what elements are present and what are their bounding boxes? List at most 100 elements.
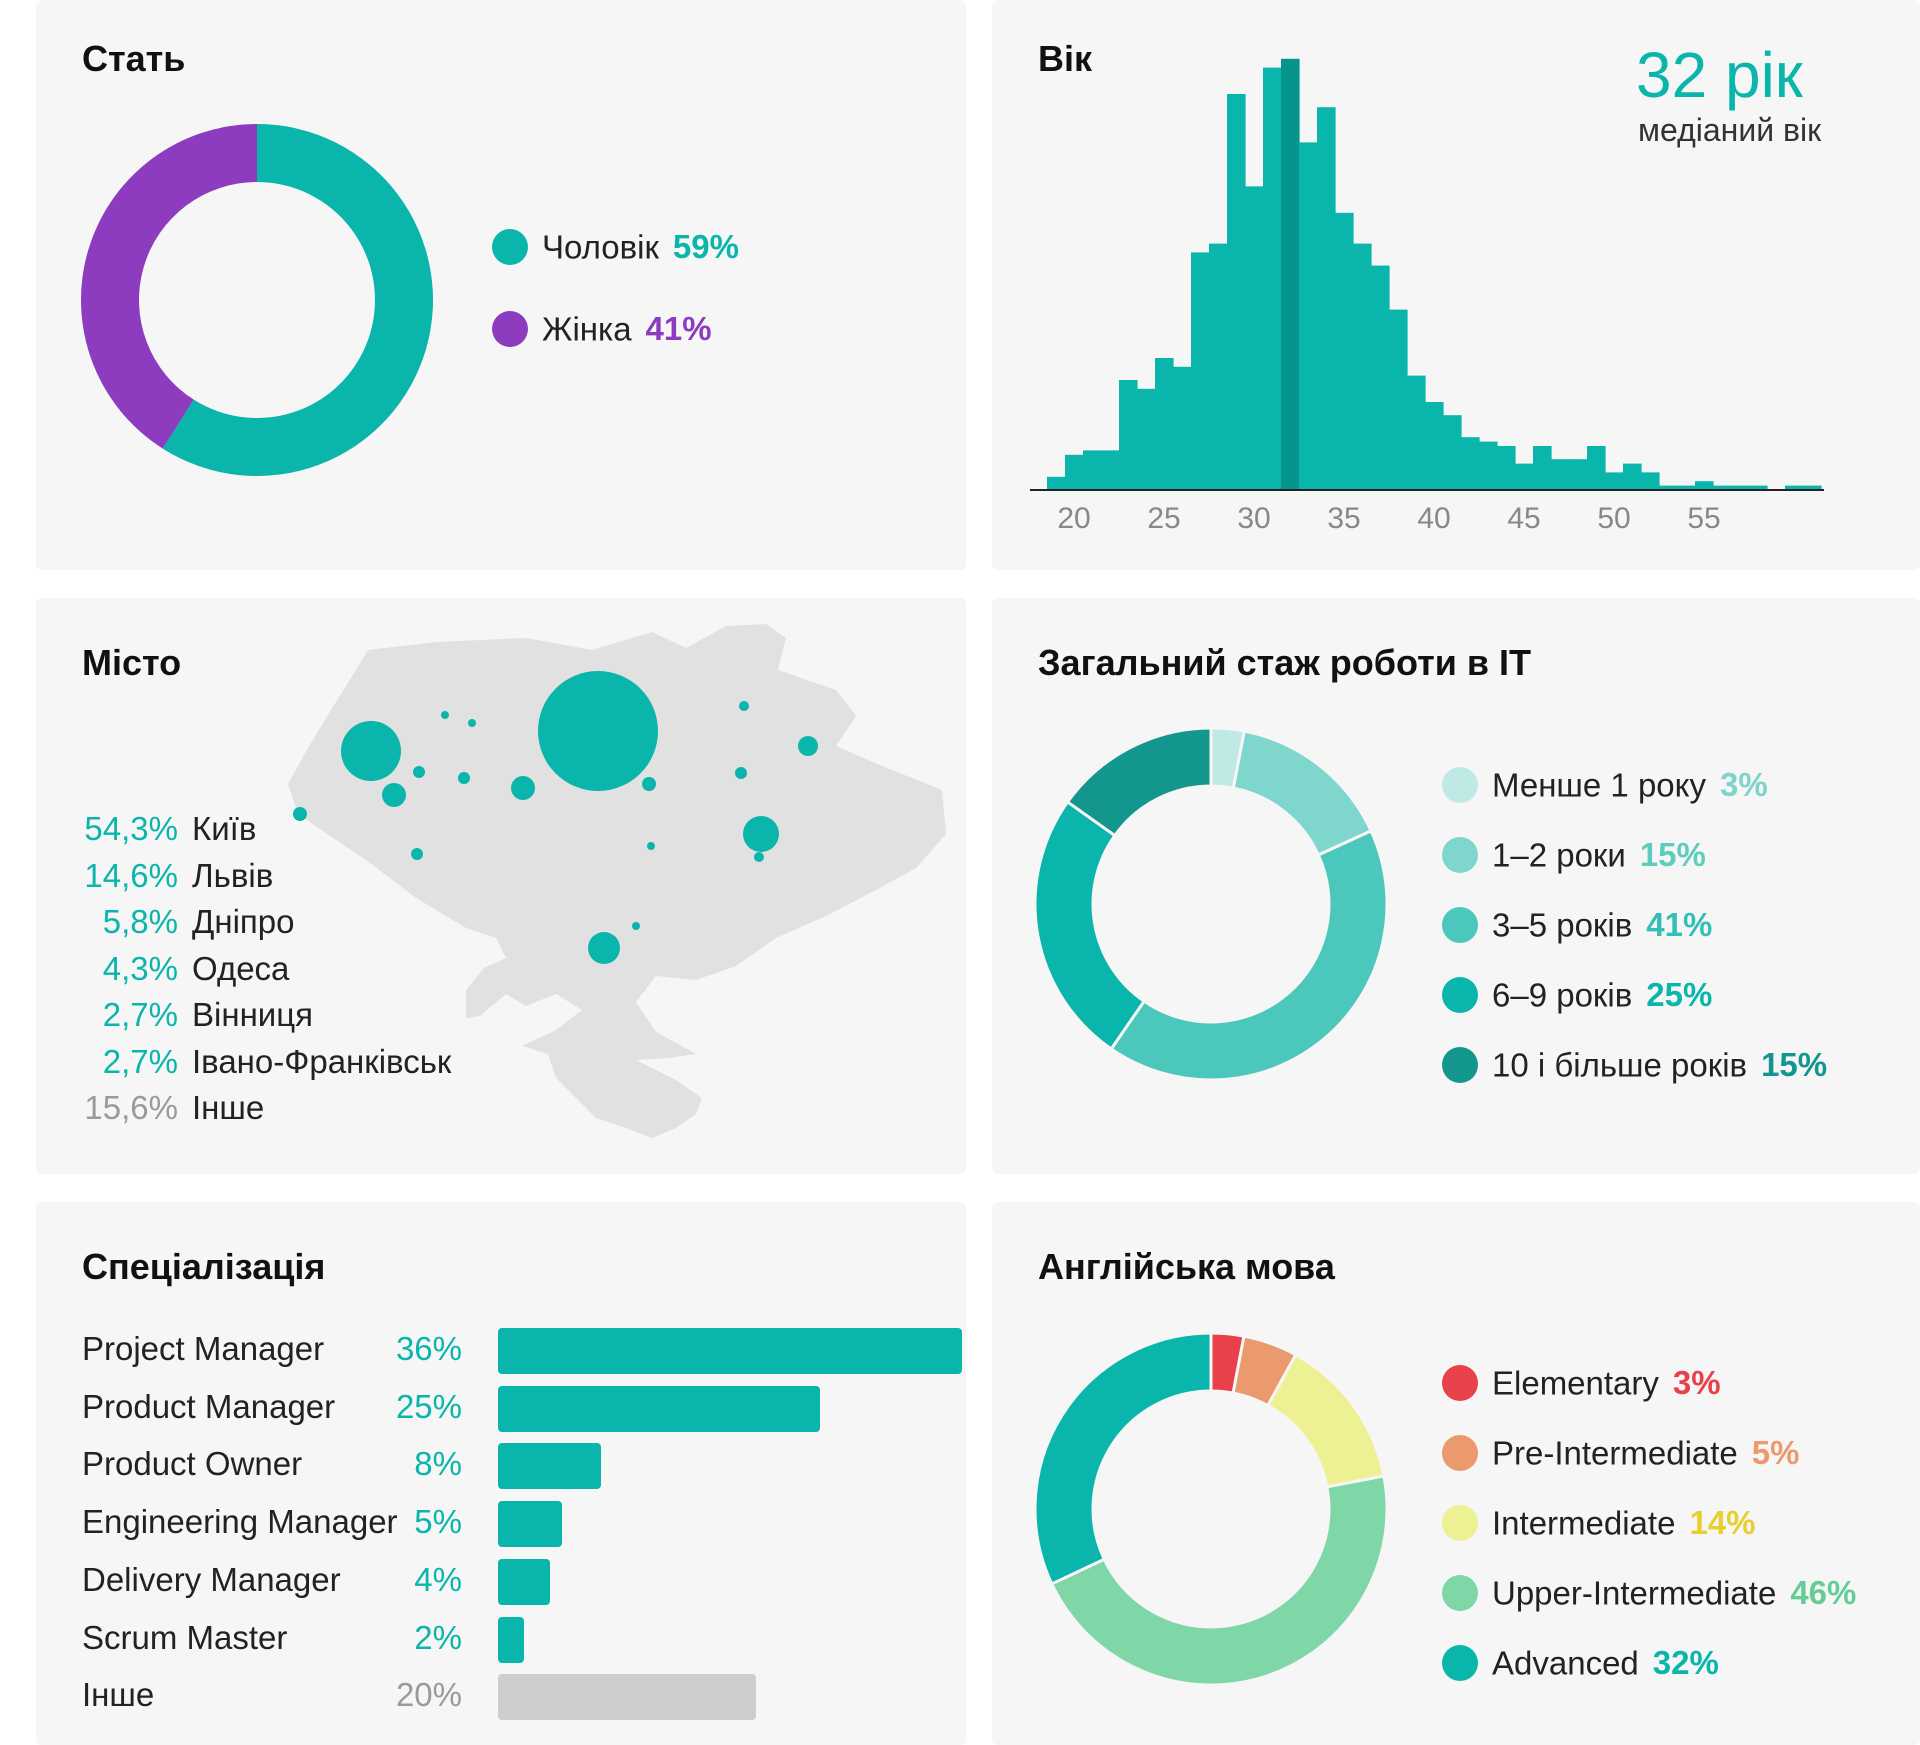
english-legend-label: Elementary [1492,1364,1659,1402]
experience-legend-item: 10 і більше років 15% [1442,1044,1827,1084]
age-histogram-bar [1623,463,1642,490]
age-histogram-bar [1245,186,1264,490]
age-histogram-bar [1425,402,1444,490]
experience-legend-label: 1–2 роки [1492,836,1626,874]
age-x-tick-label: 30 [1237,502,1271,535]
gender-legend-item: Жінка 41% [492,308,712,348]
english-legend-pct: 46% [1790,1574,1857,1612]
age-x-tick-label: 45 [1507,502,1541,535]
city-panel: Місто 54,3% Київ 14,6% Львів 5,8% Дніпро 4,3% О… [36,598,966,1174]
specialization-pct: 2% [414,1618,462,1656]
experience-legend-label: 10 і більше років [1492,1046,1748,1084]
city-bubble [293,807,307,821]
city-pct: 54,3% [84,810,178,847]
experience-legend-swatch [1442,907,1478,944]
age-histogram-bar [1191,252,1210,490]
english-legend-pct: 5% [1751,1434,1800,1472]
age-histogram-bar [1371,265,1390,490]
experience-legend-swatch [1442,767,1478,804]
age-histogram-bar [1713,485,1732,490]
age-histogram-bar [1299,142,1318,490]
english-panel: Англійська мова Elementary 3% Pre-Intermed… [992,1202,1920,1745]
gender-legend-label: Жінка [542,310,632,348]
age-histogram-bar [1461,437,1480,490]
city-bubble [632,922,640,930]
experience-donut [1033,726,1389,1082]
age-histogram-bar [1695,481,1714,490]
specialization-pct: 5% [414,1503,462,1541]
english-legend-swatch [1442,1505,1478,1542]
median-age-value: 32 рік [1636,39,1803,111]
specialization-pct: 8% [414,1445,462,1483]
gender-slice-0 [162,124,433,477]
gender-title: Стать [82,38,186,79]
experience-legend-pct: 3% [1719,766,1768,804]
age-histogram-bar [1335,212,1354,491]
english-legend-item: Intermediate 14% [1442,1502,1756,1542]
age-histogram-bar [1209,243,1228,490]
age-histogram-bar [1659,485,1678,490]
experience-panel: Загальний стаж роботи в IT Менше 1 року 3… [992,598,1920,1174]
ukraine-map [288,624,946,1138]
experience-legend-pct: 25% [1646,976,1713,1014]
city-list-item: 15,6% Інше [82,1089,264,1127]
specialization-label: Project Manager [82,1330,325,1367]
experience-legend-label: 6–9 років [1492,976,1633,1014]
age-histogram-bar [1479,441,1498,490]
city-bubble [798,736,818,756]
english-legend-label: Pre-Intermediate [1492,1434,1738,1472]
specialization-bar [498,1328,962,1374]
experience-legend-item: 1–2 роки 15% [1442,834,1706,874]
specialization-bar [498,1443,602,1490]
experience-slice-4 [1065,726,1213,838]
age-histogram-bar [1389,309,1408,490]
city-bubble [588,932,620,964]
city-pct: 2,7% [102,996,178,1033]
age-histogram-bar [1047,476,1066,490]
age-x-tick-label: 55 [1687,502,1721,535]
specialization-pct: 4% [414,1560,462,1598]
city-bubble [411,848,423,860]
experience-legend-label: Менше 1 року [1492,766,1706,804]
city-bubble [739,701,749,711]
city-pct: 4,3% [102,949,178,987]
city-bubble [413,766,425,778]
city-bubble [341,721,401,781]
specialization-label: Delivery Manager [82,1560,341,1598]
age-histogram-bar [1677,485,1696,490]
age-histogram-bar [1605,472,1624,490]
age-histogram-bar [1407,375,1426,490]
age-histogram-bar [1551,459,1570,490]
english-legend-swatch [1442,1365,1478,1402]
city-name: Івано-Франківськ [192,1042,452,1080]
age-histogram-bar [1353,243,1372,490]
age-histogram-bar [1569,459,1588,490]
gender-legend-swatch [492,229,528,266]
age-panel: Вік 20 25 30 35 40 45 50 55 32 рік медіаний вік [992,0,1920,570]
ukraine-map-shape [288,624,946,1138]
city-bubble [754,852,764,862]
english-slice-4 [1033,1331,1213,1586]
experience-legend-pct: 15% [1761,1046,1828,1084]
gender-legend-pct: 41% [645,310,712,348]
experience-legend-item: 3–5 років 41% [1442,904,1712,944]
specialization-pct: 20% [395,1676,462,1714]
age-title: Вік [1038,38,1093,79]
city-list-item: 14,6% Львів [82,857,273,895]
experience-legend-pct: 41% [1646,906,1713,944]
city-pct: 2,7% [102,1042,178,1080]
age-histogram-bar [1533,446,1552,490]
city-name: Вінниця [192,996,313,1033]
age-histogram-bar [1083,450,1102,490]
city-bubble [458,772,470,784]
gender-donut [81,124,433,477]
age-histogram-bar [1317,107,1336,490]
experience-slice-2 [1109,828,1389,1082]
city-bubble [642,777,656,791]
gender-legend-swatch [492,311,528,348]
age-histogram-bar [1065,454,1084,490]
english-donut [1033,1331,1389,1687]
age-histogram-bar [1641,472,1660,490]
specialization-label: Engineering Manager [82,1503,398,1541]
experience-title: Загальний стаж роботи в IT [1038,642,1531,683]
